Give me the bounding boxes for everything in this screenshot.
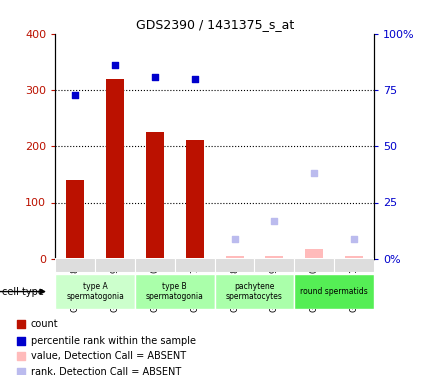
Point [151,74,158,80]
Bar [186,140,204,259]
Bar [146,132,164,259]
Bar [215,274,294,309]
Point [17,369,24,375]
Bar [215,258,255,272]
Text: round spermatids: round spermatids [300,287,368,296]
Title: GDS2390 / 1431375_s_at: GDS2390 / 1431375_s_at [136,18,294,31]
Point [17,353,24,359]
Bar [135,274,215,309]
Bar [294,258,334,272]
Text: type A
spermatogonia: type A spermatogonia [66,282,124,301]
Point [231,236,238,242]
Point [17,338,24,344]
Bar [175,258,215,272]
Bar [305,249,323,259]
Bar [255,258,294,272]
Text: count: count [31,319,59,329]
Point [271,217,278,223]
Bar [334,258,374,272]
Point [72,92,79,98]
Bar [266,256,283,259]
Bar [55,258,95,272]
Text: value, Detection Call = ABSENT: value, Detection Call = ABSENT [31,351,186,361]
Bar [106,79,124,259]
Text: rank, Detection Call = ABSENT: rank, Detection Call = ABSENT [31,367,181,375]
Text: pachytene
spermatocytes: pachytene spermatocytes [226,282,283,301]
Bar [66,180,84,259]
Bar [135,258,175,272]
Bar [345,256,363,259]
Point [112,62,119,68]
Bar [226,256,244,259]
Bar [95,258,135,272]
Text: percentile rank within the sample: percentile rank within the sample [31,336,196,346]
Bar [294,274,374,309]
Text: cell type: cell type [2,286,44,297]
Point [311,170,317,176]
Point [17,321,24,327]
Bar [55,274,135,309]
Point [191,76,198,82]
Text: type B
spermatogonia: type B spermatogonia [146,282,204,301]
Point [351,236,357,242]
